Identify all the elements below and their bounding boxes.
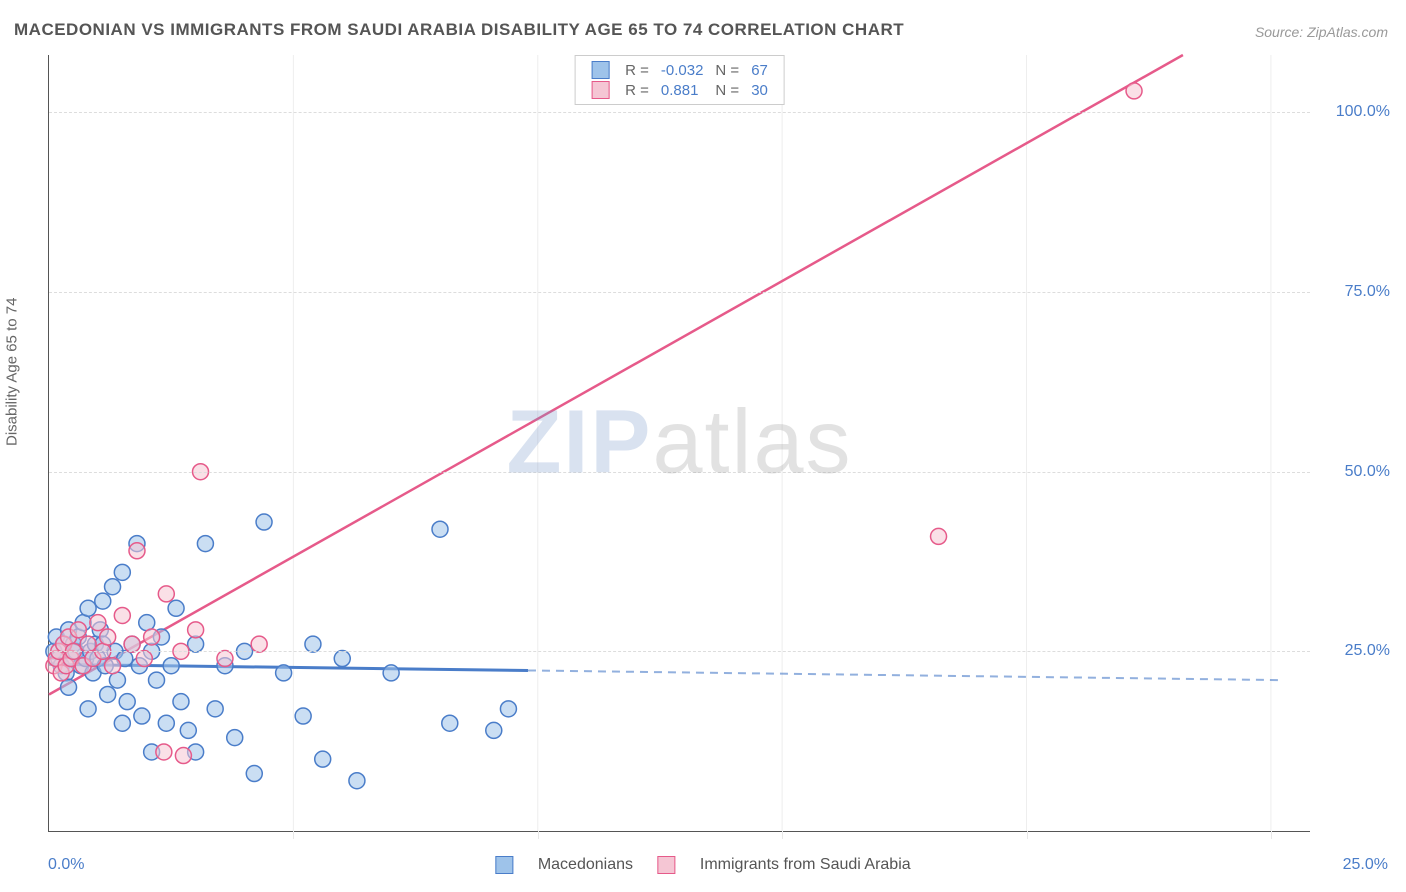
- x-tick: [1271, 831, 1272, 839]
- r-label: R =: [619, 60, 655, 80]
- legend-label-blue: Macedonians: [538, 856, 633, 873]
- n-label: N =: [709, 60, 745, 80]
- n-value-pink: 30: [745, 80, 774, 100]
- gridline-h: [49, 472, 1310, 473]
- swatch-pink-icon: [657, 856, 675, 874]
- x-tick: [1027, 831, 1028, 839]
- x-axis-origin-label: 0.0%: [48, 856, 84, 874]
- r-value-pink: 0.881: [655, 80, 710, 100]
- y-axis-title: Disability Age 65 to 74: [4, 298, 21, 446]
- swatch-blue-icon: [495, 856, 513, 874]
- n-value-blue: 67: [745, 60, 774, 80]
- y-tick-label: 100.0%: [1320, 103, 1390, 121]
- y-tick-label: 50.0%: [1320, 463, 1390, 481]
- x-tick: [782, 831, 783, 839]
- source-attribution: Source: ZipAtlas.com: [1255, 24, 1388, 40]
- swatch-blue-icon: [591, 61, 609, 79]
- y-tick-label: 75.0%: [1320, 283, 1390, 301]
- legend-row-pink: R = 0.881 N = 30: [585, 80, 774, 100]
- gridline-h: [49, 292, 1310, 293]
- plot-area: ZIPatlas R = -0.032 N = 67 R = 0.881 N =…: [48, 55, 1310, 832]
- series-legend: Macedonians Immigrants from Saudi Arabia: [485, 856, 920, 874]
- gridline-h: [49, 112, 1310, 113]
- x-tick: [538, 831, 539, 839]
- legend-label-pink: Immigrants from Saudi Arabia: [700, 856, 911, 873]
- chart-title: MACEDONIAN VS IMMIGRANTS FROM SAUDI ARAB…: [14, 20, 904, 40]
- x-axis-end-label: 25.0%: [1343, 856, 1388, 874]
- chart-svg: [49, 55, 1310, 831]
- swatch-pink-icon: [591, 81, 609, 99]
- correlation-legend: R = -0.032 N = 67 R = 0.881 N = 30: [574, 55, 785, 105]
- r-label: R =: [619, 80, 655, 100]
- y-tick-label: 25.0%: [1320, 642, 1390, 660]
- gridline-h: [49, 651, 1310, 652]
- legend-row-blue: R = -0.032 N = 67: [585, 60, 774, 80]
- x-tick: [293, 831, 294, 839]
- r-value-blue: -0.032: [655, 60, 710, 80]
- n-label: N =: [709, 80, 745, 100]
